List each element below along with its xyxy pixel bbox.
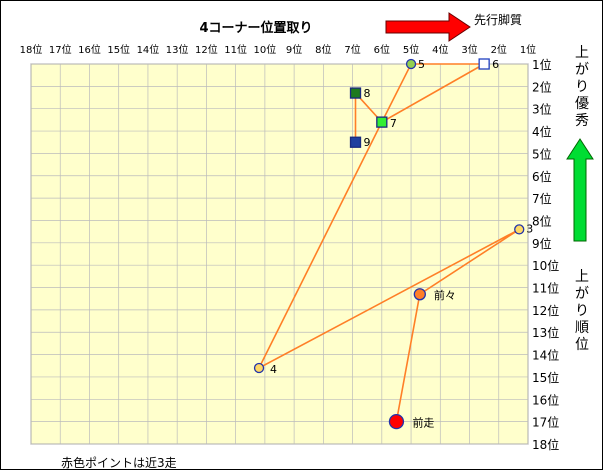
x-tick-labels: 18位 17位 16位 15位 14位 13位 12位 11位 10位 9位 8位 7位 6位 5位 4位 3…: [20, 43, 537, 56]
footnote: 赤色ポイントは近3走: [61, 456, 177, 470]
point-label: 前々: [434, 288, 456, 302]
point-marker: [349, 87, 362, 99]
x-tick-label: 3位: [461, 43, 477, 56]
grid-lines: [30, 63, 529, 445]
series-line: [257, 63, 520, 422]
x-tick-label: 12位: [195, 43, 218, 56]
point-marker: [376, 116, 388, 128]
x-tick-label: 2位: [491, 43, 507, 56]
side-label-char: が: [575, 62, 589, 78]
x-tick-label: 15位: [107, 43, 130, 56]
point-label: 8: [364, 87, 371, 100]
y-tick-label: 5位: [532, 146, 552, 161]
side-label-char: 上: [575, 269, 589, 285]
y-tick-label: 2位: [532, 79, 552, 94]
x-tick-label: 10位: [254, 43, 277, 56]
y-tick-label: 8位: [532, 213, 552, 228]
y-tick-label: 7位: [532, 191, 552, 206]
x-tick-label: 5位: [403, 43, 419, 56]
chart-title: 4コーナー位置取り: [199, 20, 312, 36]
y-tick-label: 15位: [532, 370, 559, 385]
x-tick-label: 17位: [49, 43, 72, 56]
y-tick-labels: 1位 2位 3位 4位 5位 6位 7位 8位 9位 10位 11位 12位 13位 14位 15位 16位 1…: [532, 57, 559, 452]
point-label: 5: [418, 58, 425, 71]
side-label-char: 位: [575, 337, 589, 353]
y-tick-label: 17位: [532, 415, 559, 430]
point-label: 3: [526, 222, 533, 235]
x-tick-label: 14位: [137, 43, 160, 56]
x-tick-label: 13位: [166, 43, 189, 56]
y-tick-label: 3位: [532, 102, 552, 117]
point-marker: [478, 58, 490, 70]
side-label-char: 優: [575, 96, 589, 112]
x-tick-label: 4位: [432, 43, 448, 56]
y-tick-label: 9位: [532, 236, 552, 251]
side-label-char: り: [575, 303, 589, 319]
point-marker: [405, 58, 417, 70]
point-label: 7: [390, 117, 397, 130]
side-label-char: 上: [575, 45, 589, 61]
y-tick-label: 18位: [532, 437, 559, 452]
y-tick-label: 10位: [532, 258, 559, 273]
side-label-char: り: [575, 79, 589, 95]
series-lines: [257, 63, 520, 422]
side-label-char: 順: [575, 320, 589, 336]
y-tick-label: 4位: [532, 124, 552, 139]
plot-area: [30, 63, 529, 445]
arrow-label: 先行脚質: [474, 12, 522, 27]
y-tick-label: 1位: [532, 57, 552, 72]
x-tick-label: 8位: [315, 43, 331, 56]
point-label: 6: [492, 58, 499, 71]
x-tick-label: 18位: [20, 43, 43, 56]
point-label: 4: [270, 363, 277, 376]
point-label: 9: [364, 136, 371, 149]
point-label: 前走: [412, 416, 434, 430]
x-tick-label: 9位: [286, 43, 302, 56]
x-tick-label: 1位: [520, 43, 536, 56]
y-tick-label: 12位: [532, 303, 559, 318]
point-marker: [413, 288, 426, 301]
red-arrow-icon: [385, 12, 471, 42]
y-tick-label: 13位: [532, 325, 559, 340]
side-label-char: が: [575, 286, 589, 302]
point-marker: [349, 136, 362, 148]
x-tick-label: 6位: [374, 43, 390, 56]
side-label-char: 秀: [575, 113, 589, 129]
x-tick-label: 7位: [344, 43, 360, 56]
y-tick-label: 16位: [532, 392, 559, 407]
y-tick-label: 6位: [532, 169, 552, 184]
green-arrow-icon: [566, 138, 594, 242]
x-tick-label: 16位: [78, 43, 101, 56]
point-marker: [253, 362, 265, 374]
point-marker: [388, 413, 405, 430]
y-tick-label: 14位: [532, 348, 559, 363]
data-points: [253, 58, 525, 430]
y-tick-label: 11位: [532, 281, 559, 296]
x-tick-label: 11位: [224, 43, 247, 56]
point-labels: 前走 前々 3 4 5 6 7 8 9: [270, 58, 533, 430]
point-marker: [514, 224, 525, 235]
